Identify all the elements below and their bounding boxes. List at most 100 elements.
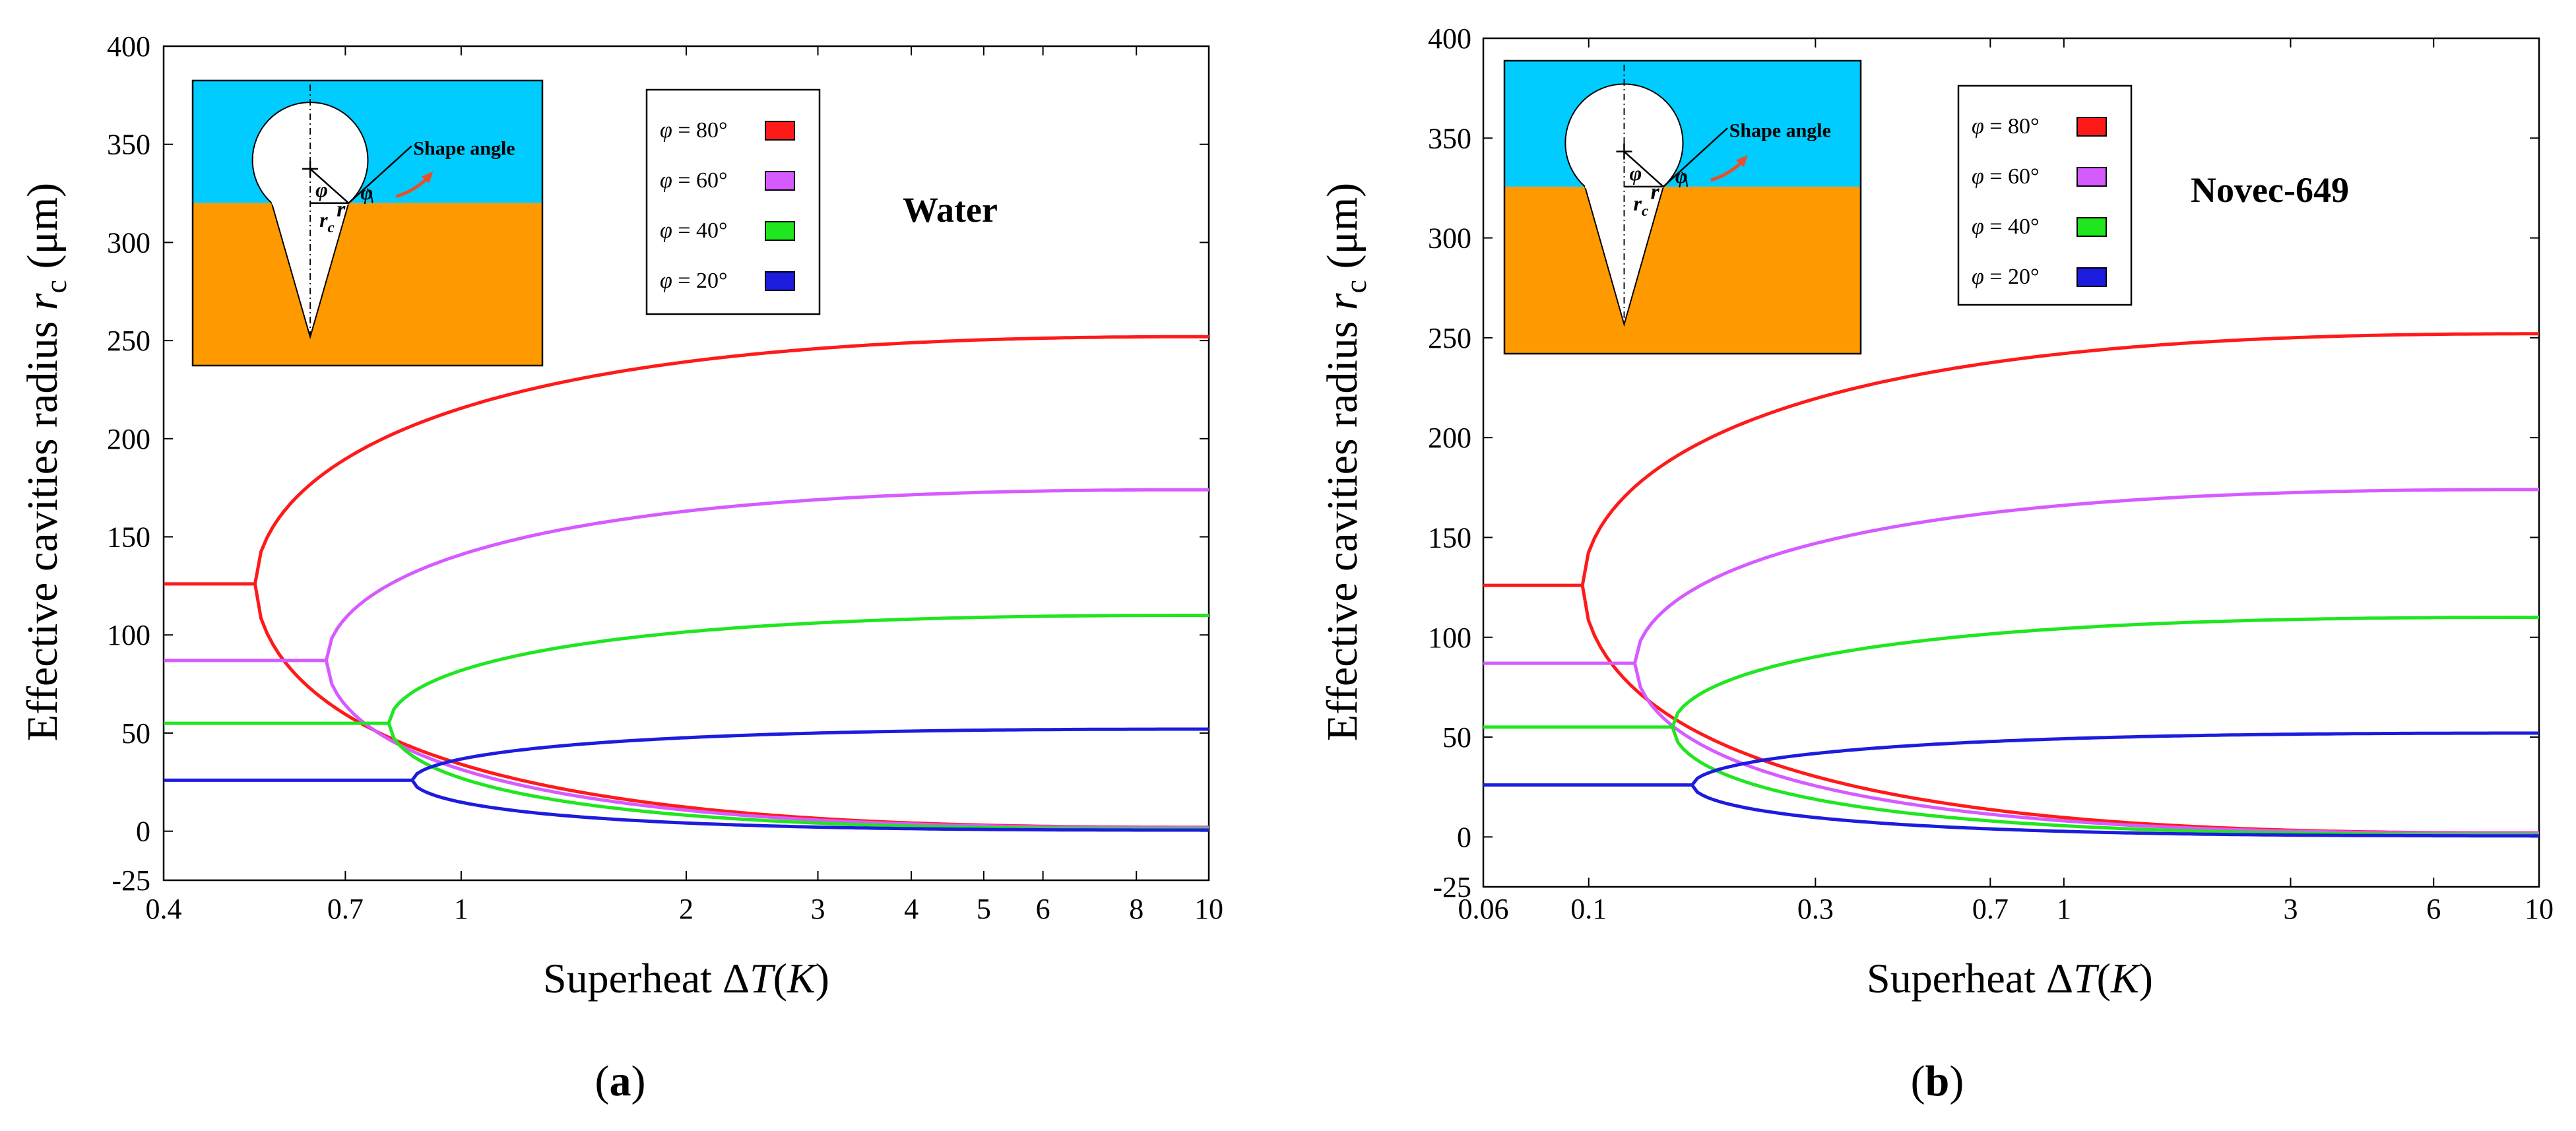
legend-swatch-0 bbox=[2077, 117, 2107, 137]
x-tick-label: 6 bbox=[2426, 893, 2441, 925]
y-tick-label: 100 bbox=[107, 619, 150, 651]
legend-swatch-1 bbox=[2077, 167, 2107, 187]
inset-rc-label: rc bbox=[319, 208, 335, 236]
x-tick-label: 3 bbox=[811, 893, 825, 925]
inset-phi-label-2: φ bbox=[360, 180, 373, 204]
y-tick-label: 350 bbox=[1428, 122, 1471, 154]
inset-schematic: rφ φ rc Shape angle bbox=[1503, 59, 1862, 355]
inset-frame bbox=[1503, 59, 1862, 355]
legend-label-0: φ = 80° bbox=[660, 118, 728, 143]
radius-line bbox=[1623, 150, 1664, 187]
y-tick-label: 400 bbox=[1428, 22, 1471, 55]
y-tick-label: 100 bbox=[1428, 622, 1471, 654]
legend-swatch-2 bbox=[765, 221, 795, 241]
series-3-upper-branch bbox=[410, 727, 1209, 781]
x-tick-label: 1 bbox=[454, 893, 468, 925]
legend: φ = 80° φ = 60° φ = 40° φ = 20° bbox=[645, 88, 821, 315]
shape-angle-arrowhead bbox=[421, 171, 434, 183]
legend-label-0: φ = 80° bbox=[1972, 114, 2040, 139]
panel-label: (b) bbox=[1911, 1057, 1964, 1105]
y-tick-label: 50 bbox=[121, 717, 150, 750]
series-3-lower-branch bbox=[1690, 784, 2539, 838]
x-tick-label: 10 bbox=[2525, 893, 2554, 925]
series-1-upper-branch bbox=[324, 488, 1209, 661]
x-tick-label: 0.06 bbox=[1458, 893, 1509, 925]
shape-angle-arrowhead bbox=[1735, 154, 1748, 167]
legend-swatch-3 bbox=[2077, 267, 2107, 287]
series-0-upper-branch bbox=[1580, 332, 2539, 586]
x-tick-label: 2 bbox=[679, 893, 693, 925]
inset-r-label: r bbox=[337, 197, 346, 222]
inset-liquid bbox=[193, 81, 542, 203]
x-axis-label: Superheat ΔT(K) bbox=[543, 955, 829, 1002]
inset-phi-label: φ bbox=[315, 178, 328, 201]
legend-label-3: φ = 20° bbox=[660, 269, 728, 293]
legend-label-3: φ = 20° bbox=[1972, 265, 2040, 289]
y-tick-label: 150 bbox=[1428, 521, 1471, 554]
x-tick-label: 1 bbox=[2057, 893, 2071, 925]
x-tick-label: 0.7 bbox=[327, 893, 364, 925]
inset-rc-label: rc bbox=[1633, 191, 1648, 219]
y-tick-label: 150 bbox=[107, 521, 150, 554]
fluid-label: Water bbox=[903, 190, 998, 230]
y-tick-label: 0 bbox=[1457, 821, 1471, 853]
legend-swatch-2 bbox=[2077, 217, 2107, 237]
y-tick-label: 300 bbox=[1428, 222, 1471, 255]
series-2-lower-branch bbox=[387, 723, 1209, 831]
series-2-upper-branch bbox=[1671, 616, 2539, 728]
y-tick-label: 200 bbox=[1428, 422, 1471, 454]
shape-angle-label: Shape angle bbox=[413, 137, 515, 159]
panel-a: -25 0 50 100 150 200 250 300 350 400 0.4 0.7 1 2 3 4 5 6 8… bbox=[18, 30, 1223, 1105]
inset-solid bbox=[1504, 186, 1861, 354]
panel-label: (a) bbox=[595, 1057, 646, 1105]
x-tick-label: 4 bbox=[904, 893, 918, 925]
y-tick-label: 350 bbox=[107, 129, 150, 161]
inset-phi-label: φ bbox=[1629, 161, 1642, 185]
plot-frame bbox=[1482, 37, 2540, 888]
series-3-upper-branch bbox=[1690, 731, 2539, 787]
angle-arc bbox=[366, 188, 373, 203]
x-tick-label: 6 bbox=[1036, 893, 1050, 925]
legend-swatch-1 bbox=[765, 171, 795, 191]
y-tick-label: 0 bbox=[136, 816, 150, 848]
y-axis-label: Effective cavities radius rc (μm) bbox=[1318, 183, 1372, 741]
angle-arc bbox=[1681, 172, 1688, 187]
radius-line bbox=[309, 168, 350, 204]
tangent-line bbox=[1662, 127, 1728, 187]
panel-b: -25 0 50 100 150 200 250 300 350 400 0.06 0.1 0.3 0.7… bbox=[1318, 22, 2554, 1105]
inset-liquid bbox=[1504, 61, 1861, 187]
series-0-upper-branch bbox=[253, 335, 1209, 585]
y-tick-label: 250 bbox=[1428, 322, 1471, 354]
x-tick-label: 0.1 bbox=[1570, 893, 1607, 925]
shape-angle-label: Shape angle bbox=[1729, 119, 1831, 141]
tangent-line bbox=[348, 145, 412, 204]
series-3-lower-branch bbox=[410, 779, 1209, 832]
y-tick-label: 250 bbox=[107, 325, 150, 357]
y-tick-label: 400 bbox=[107, 30, 150, 63]
y-tick-label: 200 bbox=[107, 423, 150, 455]
legend: φ = 80° φ = 60° φ = 40° φ = 20° bbox=[1957, 84, 2133, 306]
y-tick-label: 300 bbox=[107, 226, 150, 259]
y-tick-label: -25 bbox=[1433, 871, 1471, 903]
y-axis-label: Effective cavities radius rc (μm) bbox=[18, 183, 73, 741]
x-axis-label: Superheat ΔT(K) bbox=[1867, 955, 2153, 1002]
series-1-upper-branch bbox=[1633, 488, 2540, 664]
inset-frame bbox=[191, 79, 544, 367]
legend-swatch-0 bbox=[765, 121, 795, 141]
inset-r-label: r bbox=[1650, 180, 1659, 205]
fluid-label: Novec-649 bbox=[2191, 170, 2349, 210]
x-tick-label: 0.3 bbox=[1797, 893, 1834, 925]
legend-label-1: φ = 60° bbox=[1972, 164, 2040, 189]
legend-label-1: φ = 60° bbox=[660, 168, 728, 193]
legend-label-2: φ = 40° bbox=[1972, 214, 2040, 239]
x-tick-label: 3 bbox=[2283, 893, 2298, 925]
x-tick-label: 10 bbox=[1194, 893, 1223, 925]
y-tick-label: 50 bbox=[1442, 721, 1471, 754]
x-tick-label: 0.7 bbox=[1972, 893, 2009, 925]
inset-schematic: rφ φ rc Shape angle bbox=[191, 79, 544, 367]
legend-swatch-3 bbox=[765, 271, 795, 291]
y-tick-label: -25 bbox=[112, 864, 150, 897]
inset-solid bbox=[193, 203, 542, 366]
legend-label-2: φ = 40° bbox=[660, 218, 728, 243]
